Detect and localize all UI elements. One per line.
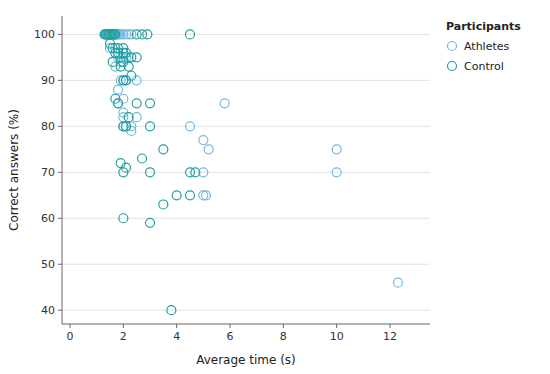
- y-axis-label: Correct answers (%): [7, 109, 21, 231]
- grid-line: [62, 126, 430, 127]
- grid-line: [62, 80, 430, 81]
- y-tick-label: 50: [41, 258, 55, 271]
- legend-marker: [448, 42, 457, 51]
- point: [332, 145, 341, 154]
- y-tick: [58, 34, 62, 35]
- point: [172, 191, 181, 200]
- point: [332, 168, 341, 177]
- y-tick: [58, 172, 62, 173]
- point: [186, 122, 195, 131]
- points: [100, 30, 402, 315]
- grid: [62, 34, 430, 310]
- point: [159, 200, 168, 209]
- y-tick-label: 60: [41, 212, 55, 225]
- point: [132, 53, 141, 62]
- point: [186, 191, 195, 200]
- point: [202, 191, 211, 200]
- x-tick: [390, 324, 391, 328]
- x-tick-label: 8: [280, 330, 287, 343]
- point: [127, 71, 136, 80]
- y-tick: [58, 310, 62, 311]
- y-tick-label: 80: [41, 120, 55, 133]
- point: [114, 99, 123, 108]
- x-tick: [176, 324, 177, 328]
- y-tick-label: 100: [34, 28, 55, 41]
- x-tick: [123, 324, 124, 328]
- legend-label: Control: [464, 60, 504, 73]
- point: [204, 145, 213, 154]
- point: [124, 113, 133, 122]
- x-axis-line: [62, 324, 430, 325]
- series-1: [100, 30, 200, 315]
- x-axis-label: Average time (s): [196, 353, 296, 367]
- point: [122, 122, 131, 131]
- legend-title: Participants: [446, 20, 521, 33]
- x-tick-label: 6: [227, 330, 234, 343]
- chart: 0 2 4 6 8 10 12 40 50 60 70 80 90 100 Average time (s)…: [0, 0, 550, 374]
- x-tick: [70, 324, 71, 328]
- point: [119, 113, 128, 122]
- y-tick: [58, 218, 62, 219]
- point: [143, 30, 152, 39]
- point: [127, 30, 136, 39]
- y-tick-label: 40: [41, 304, 55, 317]
- x-tick-label: 10: [330, 330, 344, 343]
- point: [146, 122, 155, 131]
- x-tick: [283, 324, 284, 328]
- x-tick-label: 12: [383, 330, 397, 343]
- y-axis: 40 50 60 70 80 90 100: [34, 28, 62, 317]
- grid-line: [62, 172, 430, 173]
- point: [114, 85, 123, 94]
- y-axis-line: [62, 16, 63, 324]
- grid-line: [62, 264, 430, 265]
- point: [132, 30, 141, 39]
- point: [220, 99, 229, 108]
- point: [146, 99, 155, 108]
- point: [138, 154, 147, 163]
- point: [146, 218, 155, 227]
- y-tick-label: 90: [41, 74, 55, 87]
- point: [191, 168, 200, 177]
- point: [124, 62, 133, 71]
- grid-line: [62, 310, 430, 311]
- grid-line: [62, 218, 430, 219]
- point: [132, 99, 141, 108]
- y-tick: [58, 126, 62, 127]
- legend: Participants Athletes Control: [446, 20, 521, 73]
- x-tick: [230, 324, 231, 328]
- x-tick-label: 4: [173, 330, 180, 343]
- y-tick: [58, 264, 62, 265]
- point: [186, 168, 195, 177]
- point: [167, 306, 176, 315]
- y-tick: [58, 80, 62, 81]
- point: [199, 136, 208, 145]
- point: [119, 168, 128, 177]
- x-tick-label: 2: [120, 330, 127, 343]
- legend-label: Athletes: [464, 40, 510, 53]
- x-tick-label: 0: [67, 330, 74, 343]
- point: [186, 30, 195, 39]
- point: [119, 214, 128, 223]
- point: [394, 278, 403, 287]
- legend-marker: [448, 62, 457, 71]
- y-tick-label: 70: [41, 166, 55, 179]
- x-axis: 0 2 4 6 8 10 12: [67, 324, 398, 343]
- point: [138, 30, 147, 39]
- point: [146, 168, 155, 177]
- x-tick: [336, 324, 337, 328]
- point: [111, 30, 120, 39]
- series-0: [100, 30, 402, 287]
- point: [159, 145, 168, 154]
